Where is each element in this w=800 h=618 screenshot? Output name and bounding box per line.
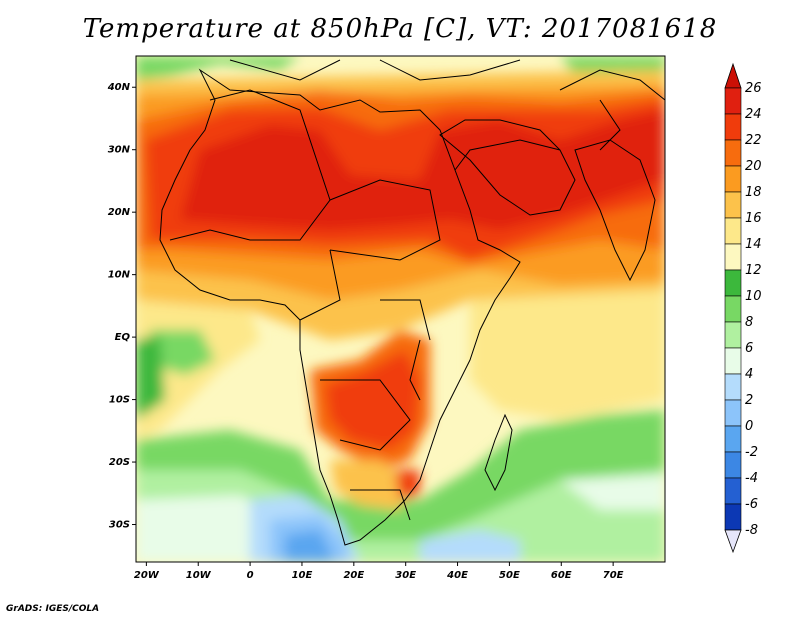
colorbar-label: 2	[745, 393, 753, 408]
colorbar-segment	[724, 243, 742, 271]
colorbar-segment	[724, 139, 742, 167]
colorbar-label: 16	[745, 211, 762, 226]
lon-tick-label: 20W	[134, 570, 160, 581]
lat-tick-label: 10S	[109, 395, 130, 406]
colorbar-label: 6	[745, 341, 753, 356]
colorbar-segment	[724, 425, 742, 453]
colorbar-segment	[724, 347, 742, 375]
lon-tick-label: 60E	[551, 570, 572, 581]
lon-tick-label: 30E	[395, 570, 416, 581]
latitude-axis: 40N 30N 20N 10N EQ 10S 20S 30S	[107, 82, 136, 531]
lat-tick-label: EQ	[115, 332, 131, 343]
colorbar-segment	[724, 295, 742, 323]
lon-tick-label: 50E	[499, 570, 520, 581]
colorbar-segment	[724, 87, 742, 115]
lon-tick-label: 0	[247, 570, 254, 581]
colorbar-segment	[724, 451, 742, 479]
colorbar-bottom-arrow	[724, 529, 742, 554]
lon-tick-label: 20E	[343, 570, 364, 581]
chart-title: Temperature at 850hPa [C], VT: 201708161…	[82, 14, 718, 44]
plot-frame	[135, 55, 666, 563]
colorbar-segment	[724, 217, 742, 245]
lon-tick-label: 10E	[292, 570, 313, 581]
coastlines	[159, 59, 665, 546]
colorbar-segment	[724, 477, 742, 505]
lon-tick-label: 70E	[603, 570, 624, 581]
colorbar-label: 20	[745, 159, 762, 174]
colorbar-label: -6	[745, 497, 758, 512]
lat-tick-label: 30N	[108, 145, 131, 156]
lat-tick-label: 30S	[109, 520, 130, 531]
temperature-field	[136, 56, 665, 562]
colorbar-segment	[724, 165, 742, 193]
map-plot-area	[136, 56, 665, 562]
colorbar-label: 12	[745, 263, 762, 278]
colorbar-label: 26	[745, 81, 762, 96]
colorbar-label: 14	[745, 237, 762, 252]
lon-tick-label: 40E	[446, 570, 468, 581]
lon-tick-label: 10W	[186, 570, 212, 581]
colorbar-label: -8	[745, 523, 758, 538]
colorbar-label: 8	[745, 315, 753, 330]
lat-tick-label: 40N	[107, 82, 131, 93]
lat-tick-label: 20S	[109, 457, 130, 468]
colorbar-segment	[724, 399, 742, 427]
colorbar-label: 24	[745, 107, 762, 122]
colorbar-segment	[724, 269, 742, 297]
longitude-axis: 20W 10W 0 10E 20E 30E 40E 50E 60E 70E	[134, 562, 624, 581]
colorbar-label: 10	[745, 289, 762, 304]
colorbar-label: 22	[745, 133, 762, 148]
colorbar-segment	[724, 373, 742, 401]
colorbar-label: 18	[745, 185, 762, 200]
colorbar-label: 4	[745, 367, 753, 382]
colorbar-label: 0	[745, 419, 753, 434]
lat-tick-label: 10N	[108, 270, 131, 281]
grads-credit: GrADS: IGES/COLA	[6, 604, 100, 614]
colorbar-segment	[724, 503, 742, 531]
lat-tick-label: 20N	[108, 207, 131, 218]
colorbar-top-arrow	[724, 62, 742, 89]
colorbar-segment	[724, 321, 742, 349]
colorbar-label: -2	[745, 445, 758, 460]
colorbar-label: -4	[745, 471, 758, 486]
colorbar-segment	[724, 191, 742, 219]
colorbar-segment	[724, 113, 742, 141]
